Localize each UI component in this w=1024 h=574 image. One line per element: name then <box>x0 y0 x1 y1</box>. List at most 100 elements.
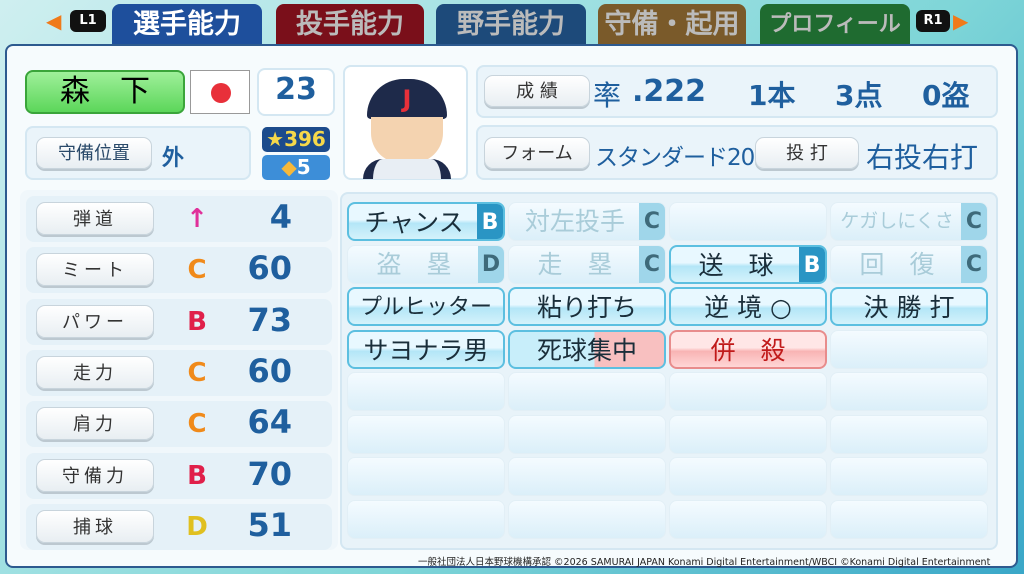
skill-grade: B <box>477 204 503 239</box>
skill-cell[interactable]: 決 勝 打 <box>830 287 988 326</box>
skill-grade: D <box>478 245 504 283</box>
skill-cell[interactable] <box>830 414 988 454</box>
skill-cell[interactable] <box>669 457 827 496</box>
ability-label: 走力 <box>36 355 154 389</box>
stolen-bases: 0盗 <box>922 79 970 112</box>
skill-grade: B <box>799 246 825 282</box>
skill-cell[interactable] <box>508 457 666 496</box>
skill-label: 盗 塁 <box>376 249 452 279</box>
ability-value: 73 <box>247 300 292 339</box>
tab-3[interactable]: 守備・起用 <box>598 4 746 46</box>
batting-average: .222 <box>632 74 707 109</box>
skill-cell[interactable] <box>508 414 666 454</box>
skill-grade: C <box>961 203 987 240</box>
grade-icon: C <box>187 357 207 388</box>
ability-value: 64 <box>247 403 292 442</box>
ability-row: 守備力 B 70 <box>26 452 332 499</box>
r1-button[interactable]: R1 <box>916 10 950 32</box>
skill-cell[interactable] <box>347 414 505 454</box>
skill-cell[interactable] <box>669 414 827 454</box>
skill-cell[interactable] <box>830 457 988 496</box>
ability-value: 70 <box>247 454 292 493</box>
skill-cell[interactable]: 粘り打ち <box>508 287 666 326</box>
player-name: 森 下 <box>25 70 185 114</box>
skill-cell[interactable] <box>347 499 505 539</box>
skill-cell[interactable] <box>830 499 988 539</box>
skill-cell[interactable]: チャンス B <box>347 202 505 241</box>
skill-cell[interactable] <box>830 329 988 369</box>
ability-value: 60 <box>247 351 292 390</box>
skill-cell[interactable] <box>669 499 827 539</box>
skill-grade: C <box>639 203 665 240</box>
right-arrow-icon[interactable]: ▶ <box>953 9 969 33</box>
grade-icon: C <box>187 255 207 286</box>
ability-label: 守備力 <box>36 458 154 492</box>
form-value: スタンダード203 <box>595 145 769 171</box>
ability-label: 弾道 <box>36 202 154 235</box>
skill-cell[interactable]: ケガしにくさ C <box>830 202 988 241</box>
ability-value: 4 <box>269 198 292 236</box>
tab-4[interactable]: プロフィール <box>760 4 910 46</box>
throw-bat-label: 投 打 <box>755 137 859 169</box>
form-label: フォーム <box>484 137 590 169</box>
left-arrow-icon[interactable]: ◀ <box>46 9 62 33</box>
tab-0[interactable]: 選手能力 <box>112 4 262 46</box>
skill-label: 走 塁 <box>537 249 613 279</box>
skill-cell[interactable]: サヨナラ男 <box>347 329 505 369</box>
skill-cell[interactable]: 併 殺 <box>669 329 827 369</box>
tab-1[interactable]: 投手能力 <box>276 4 424 46</box>
skill-cell[interactable] <box>508 372 666 411</box>
position-value: 外 <box>162 146 185 171</box>
grade-icon: D <box>186 511 208 542</box>
skill-label: サヨナラ男 <box>363 335 489 365</box>
ability-row: 弾道 ↑ 4 <box>26 196 332 242</box>
diamond-icon: ◆ <box>281 155 297 179</box>
skill-label: 送 球 <box>698 250 774 280</box>
home-runs: 1本 <box>748 79 796 112</box>
ability-label: パワー <box>36 304 154 338</box>
ability-value: 51 <box>247 505 292 544</box>
grade-icon: C <box>187 409 207 440</box>
ability-row: 走力 C 60 <box>26 349 332 396</box>
grade-icon: B <box>187 306 207 337</box>
skill-cell[interactable]: プルヒッター <box>347 287 505 326</box>
skill-label: 逆 境 ○ <box>704 293 792 322</box>
l1-button[interactable]: L1 <box>70 10 106 32</box>
tab-2[interactable]: 野手能力 <box>436 4 586 46</box>
ability-label: ミート <box>36 253 154 287</box>
skill-cell[interactable]: 対左投手 C <box>508 202 666 241</box>
skill-label: ケガしにくさ <box>840 210 954 232</box>
avg-prefix: 率 <box>593 79 622 112</box>
skill-cell[interactable] <box>669 202 827 241</box>
ability-value: 60 <box>247 249 292 288</box>
skill-cell[interactable] <box>347 457 505 496</box>
skill-label: 回 復 <box>859 249 935 279</box>
skill-grade: C <box>639 245 665 283</box>
position-label: 守備位置 <box>36 137 152 169</box>
star-icon: ★ <box>266 127 285 151</box>
ability-label: 捕球 <box>36 509 154 543</box>
ability-label: 肩力 <box>36 407 154 441</box>
skill-label: 決 勝 打 <box>863 293 955 322</box>
skill-cell[interactable] <box>508 499 666 539</box>
copyright-text: 一般社団法人日本野球機構承認 ©2026 SAMURAI JAPAN Konam… <box>418 557 991 568</box>
skill-cell[interactable] <box>830 372 988 411</box>
skill-cell[interactable]: 逆 境 ○ <box>669 287 827 326</box>
skill-label: 併 殺 <box>710 335 786 365</box>
skill-cell[interactable] <box>669 372 827 411</box>
uniform-number: 23 <box>275 72 317 107</box>
record-label: 成 績 <box>484 75 590 107</box>
ability-row: ミート C 60 <box>26 247 332 294</box>
skill-cell[interactable] <box>347 372 505 411</box>
ability-row: 肩力 C 64 <box>26 401 332 448</box>
japan-flag-icon <box>190 70 250 114</box>
ability-row: 捕球 D 51 <box>26 503 332 550</box>
diamond-count: ◆5 <box>262 155 330 180</box>
grade-icon: ↑ <box>186 204 208 234</box>
skill-label: 粘り打ち <box>536 293 637 322</box>
skill-cell[interactable]: 死球集中 <box>508 329 666 369</box>
